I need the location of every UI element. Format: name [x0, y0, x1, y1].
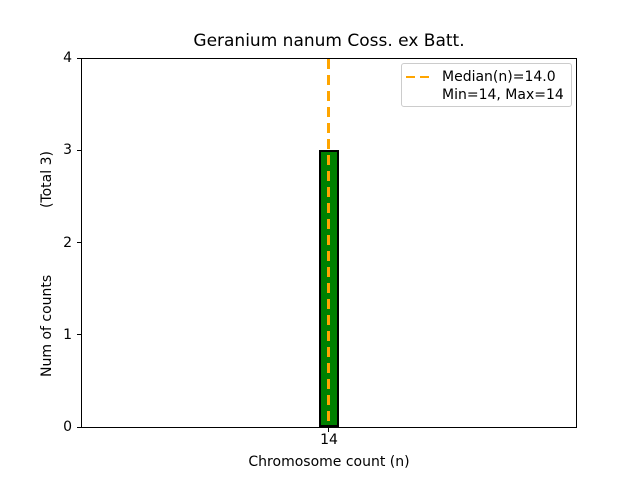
- legend-label-median: Median(n)=14.0: [442, 68, 556, 85]
- chart-title: Geranium nanum Coss. ex Batt.: [193, 31, 465, 51]
- orange-dashed-line-icon: [406, 75, 434, 78]
- y-tick-mark: [77, 427, 81, 428]
- x-tick-label: 14: [320, 432, 338, 448]
- x-tick-mark: [328, 428, 329, 432]
- legend: Median(n)=14.0 Min=14, Max=14: [401, 63, 572, 107]
- y-tick-label: 0: [63, 419, 72, 435]
- legend-swatch-empty: [406, 94, 434, 96]
- y-axis-label: Num of counts (Total 3): [39, 151, 55, 377]
- y-tick-label: 2: [63, 234, 72, 251]
- y-tick-label: 1: [63, 326, 72, 343]
- plot-area: [81, 58, 577, 428]
- y-tick-mark: [77, 334, 81, 335]
- legend-entry-minmax: Min=14, Max=14: [406, 86, 565, 103]
- y-tick-label: 3: [63, 142, 72, 159]
- legend-label-minmax: Min=14, Max=14: [442, 86, 564, 103]
- y-tick-mark: [77, 150, 81, 151]
- y-tick-mark: [77, 58, 81, 59]
- x-axis-label: Chromosome count (n): [248, 454, 410, 470]
- y-tick-label: 4: [63, 50, 72, 66]
- median-line: [327, 59, 330, 427]
- legend-entry-median: Median(n)=14.0: [406, 68, 565, 85]
- y-tick-mark: [77, 242, 81, 243]
